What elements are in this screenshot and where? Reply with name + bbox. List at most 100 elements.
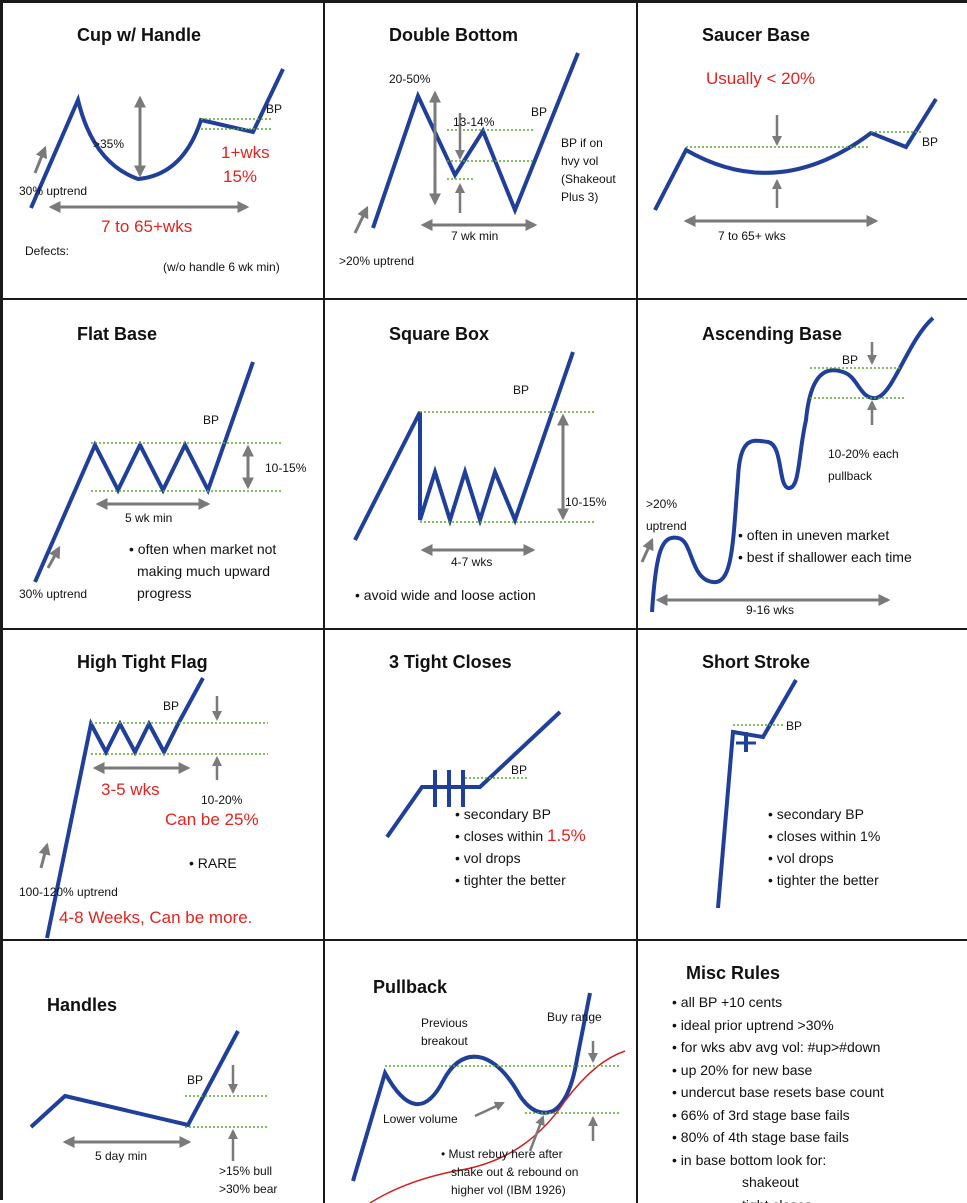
lower-volume-label: Lower volume <box>383 1111 458 1127</box>
uptrend-label-2: uptrend <box>646 518 687 534</box>
length-label: 7 wk min <box>451 228 498 244</box>
note-1: • often in uneven market <box>738 524 912 546</box>
uptrend-arrow <box>35 148 45 173</box>
bullet-1: • secondary BP <box>768 803 880 825</box>
uptrend-label: 30% uptrend <box>19 586 87 602</box>
length-label: 7 to 65+ wks <box>718 228 786 244</box>
handle-pct-label: 15% <box>223 167 257 187</box>
misc-rules-panel: Misc Rules • all BP +10 cents • ideal pr… <box>638 941 967 1203</box>
handle-note: (w/o handle 6 wk min) <box>163 259 280 275</box>
depth-label: 10-15% <box>265 460 306 476</box>
note-3: progress <box>129 582 276 604</box>
square-note: • avoid wide and loose action <box>355 584 536 606</box>
length-label: 4-7 wks <box>451 554 492 570</box>
length-label: 9-16 wks <box>746 602 794 618</box>
can-be-label: Can be 25% <box>165 810 259 830</box>
rebuy-note-1: • Must rebuy here after <box>441 1146 563 1162</box>
tight-pct: 1.5% <box>547 826 586 845</box>
rare-label: • RARE <box>189 852 237 874</box>
bear-label: >30% bear <box>219 1181 277 1197</box>
uptrend-label: 100-120% uptrend <box>19 884 118 900</box>
depth-label: 10-15% <box>565 494 606 510</box>
panel-title: Cup w/ Handle <box>77 25 201 46</box>
tight-bullets: • secondary BP • closes within 1.5% • vo… <box>455 803 586 891</box>
handles-diagram <box>3 941 325 1203</box>
short-stroke-diagram <box>638 630 967 941</box>
panel-title: 3 Tight Closes <box>389 652 512 673</box>
panel-title: Saucer Base <box>702 25 810 46</box>
panel-title: High Tight Flag <box>77 652 208 673</box>
bp-label: BP <box>531 104 547 120</box>
double-bottom-panel: Double Bottom 20-50% 13-14% BP BP if on … <box>325 3 638 300</box>
stroke-bullets: • secondary BP • closes within 1% • vol … <box>768 803 880 891</box>
uptrend-arrow <box>642 540 652 562</box>
saucer-base-diagram <box>638 3 967 300</box>
weeks-label: 4-8 Weeks, Can be more. <box>59 908 252 928</box>
handles-price-line <box>31 1031 238 1127</box>
rule-5: • undercut base resets base count <box>672 1081 884 1104</box>
bullet-4: • tighter the better <box>455 869 586 891</box>
ascending-notes: • often in uneven market • best if shall… <box>738 524 912 568</box>
pullback-label-1: 10-20% each <box>828 446 899 462</box>
panel-title: Handles <box>47 995 117 1016</box>
moving-average-line <box>370 1051 625 1203</box>
rule-1: • all BP +10 cents <box>672 991 884 1014</box>
length-label: 3-5 wks <box>101 780 160 800</box>
rule-9: shakeout <box>672 1171 884 1194</box>
bp-note-3: (Shakeout <box>561 171 616 187</box>
bp-label: BP <box>922 134 938 150</box>
depth-label: 20-50% <box>389 71 430 87</box>
uptrend-label-1: >20% <box>646 496 677 512</box>
length-label: 7 to 65+wks <box>101 217 192 237</box>
length-label: 5 day min <box>95 1148 147 1164</box>
defects-label: Defects: <box>25 243 69 259</box>
panel-title: Flat Base <box>77 324 157 345</box>
short-stroke-panel: Short Stroke BP • secondary BP • closes … <box>638 630 967 941</box>
cup-with-handle-panel: Cup w/ Handle BP >35% 1+wks 15% 30% uptr… <box>3 3 325 300</box>
ascending-base-panel: Ascending Base BP 10-20% each pullback >… <box>638 300 967 630</box>
note-2: • best if shallower each time <box>738 546 912 568</box>
pullback-label-2: pullback <box>828 468 872 484</box>
pullback-panel: Pullback Previous breakout Buy range Low… <box>325 941 638 1203</box>
bp-label: BP <box>511 762 527 778</box>
mid-label: 13-14% <box>453 114 494 130</box>
uptrend-label: >20% uptrend <box>339 253 414 269</box>
buy-range-label: Buy range <box>547 1009 602 1025</box>
panel-title: Ascending Base <box>702 324 842 345</box>
bullet-2: • closes within 1.5% <box>455 825 586 847</box>
depth-label: Usually < 20% <box>706 69 815 89</box>
saucer-price-line <box>655 99 936 210</box>
bp-label: BP <box>163 698 179 714</box>
depth-label: 10-20% <box>201 792 242 808</box>
high-tight-flag-panel: High Tight Flag BP 3-5 wks 10-20% Can be… <box>3 630 325 941</box>
bullet-1: • secondary BP <box>455 803 586 825</box>
prev-breakout-1: Previous <box>421 1015 468 1031</box>
bp-label: BP <box>203 412 219 428</box>
note-2: making much upward <box>129 560 276 582</box>
rule-6: • 66% of 3rd stage base fails <box>672 1104 884 1127</box>
three-tight-closes-panel: 3 Tight Closes BP • secondary BP • close… <box>325 630 638 941</box>
three-tight-closes-diagram <box>325 630 638 941</box>
uptrend-label: 30% uptrend <box>19 183 87 199</box>
rule-7: • 80% of 4th stage base fails <box>672 1126 884 1149</box>
rebuy-note-2: shake out & rebound on <box>451 1164 578 1180</box>
note-1: • often when market not <box>129 538 276 560</box>
saucer-base-panel: Saucer Base Usually < 20% BP 7 to 65+ wk… <box>638 3 967 300</box>
bull-label: >15% bull <box>219 1163 272 1179</box>
bullet-2: • closes within 1% <box>768 825 880 847</box>
bp-label: BP <box>266 101 282 117</box>
depth-label: >35% <box>93 136 124 152</box>
misc-rules-list: • all BP +10 cents • ideal prior uptrend… <box>672 991 884 1203</box>
square-box-panel: Square Box BP 10-15% 4-7 wks • avoid wid… <box>325 300 638 630</box>
bp-note-4: Plus 3) <box>561 189 598 205</box>
bullet-3: • vol drops <box>455 847 586 869</box>
flat-base-panel: Flat Base BP 10-15% 5 wk min • often whe… <box>3 300 325 630</box>
bullet-3: • vol drops <box>768 847 880 869</box>
square-box-diagram <box>325 300 638 630</box>
rebuy-note-3: higher vol (IBM 1926) <box>451 1182 566 1198</box>
handles-panel: Handles BP 5 day min >15% bull >30% bear <box>3 941 325 1203</box>
panel-title: Square Box <box>389 324 489 345</box>
flat-notes: • often when market not making much upwa… <box>129 538 276 604</box>
bullet-2-text: • closes within <box>455 828 543 844</box>
